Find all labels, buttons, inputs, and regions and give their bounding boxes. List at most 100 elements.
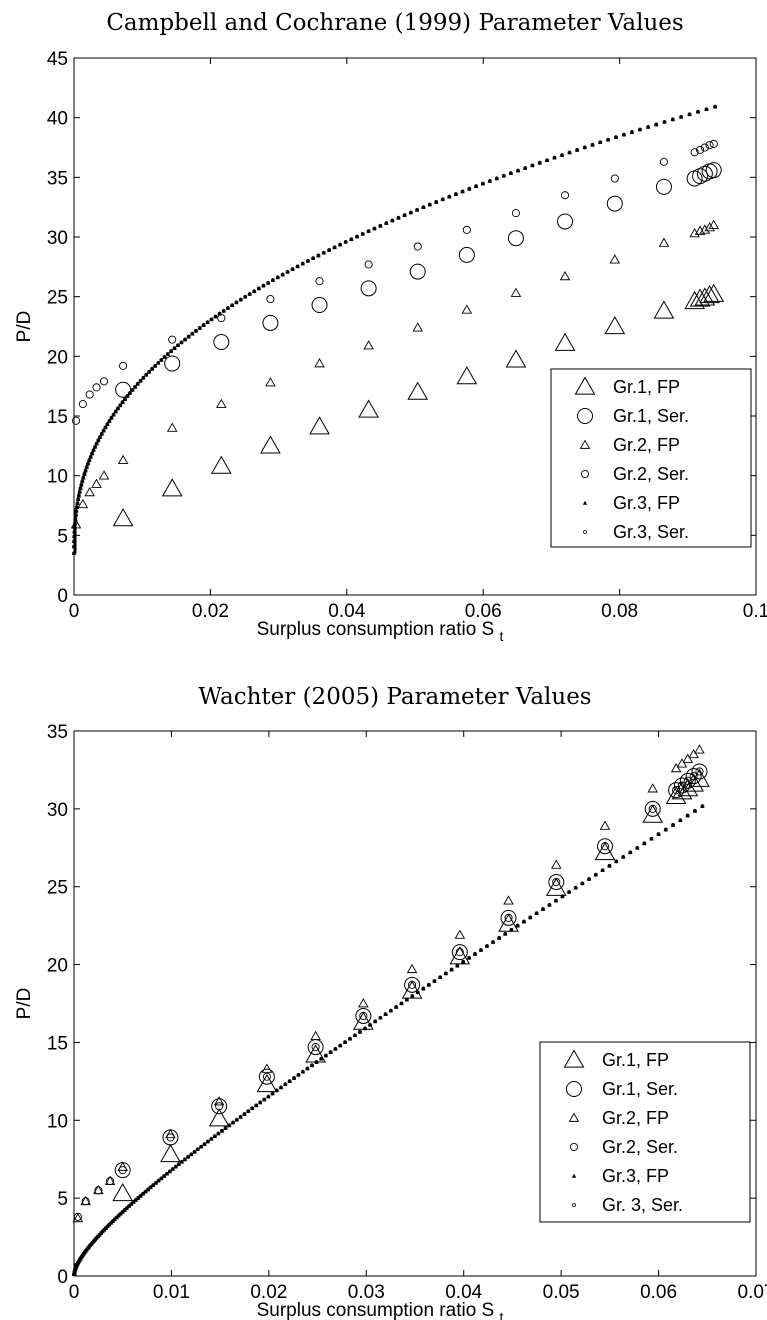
data-point (199, 1144, 203, 1149)
data-point (290, 267, 295, 272)
data-point (78, 400, 87, 409)
y-tick-label: 35 (47, 168, 68, 189)
data-point (94, 1186, 103, 1195)
data-point (406, 963, 418, 974)
data-point (136, 1196, 141, 1200)
data-point (141, 1191, 145, 1196)
data-point (231, 1120, 235, 1125)
data-point (378, 223, 383, 228)
legend-label: Gr.2, FP (613, 435, 680, 455)
data-point (378, 1015, 383, 1020)
y-tick-label: 0 (57, 1267, 68, 1288)
data-point (690, 148, 699, 157)
data-point (364, 260, 373, 269)
data-point (432, 979, 437, 983)
data-point (384, 221, 389, 226)
data-point (622, 132, 626, 137)
data-point (189, 1152, 194, 1157)
data-point (451, 944, 468, 961)
data-point (103, 425, 108, 430)
data-point (130, 388, 135, 392)
data-point (266, 295, 275, 304)
data-point (166, 422, 178, 432)
data-point (547, 902, 552, 907)
data-point (314, 1060, 319, 1064)
data-point (94, 441, 99, 446)
data-point (447, 194, 452, 199)
data-point (295, 264, 300, 269)
data-point (238, 1115, 243, 1119)
data-point (170, 1167, 175, 1171)
data-point (598, 140, 603, 145)
data-point (665, 785, 687, 805)
data-point (696, 165, 713, 182)
legend: Gr.1, FP Gr.1, Ser. Gr.2, FP Gr.2, Ser. Gr.3… (539, 1041, 751, 1223)
data-point (315, 277, 324, 286)
data-point (74, 505, 79, 509)
data-point (300, 261, 305, 266)
data-point (118, 403, 123, 408)
data-point (183, 1157, 187, 1162)
data-point (262, 1097, 267, 1102)
data-point (552, 877, 561, 887)
data-point (368, 1022, 372, 1027)
legend-marker (569, 1142, 579, 1152)
data-point (676, 758, 688, 768)
data-point (123, 397, 127, 402)
data-point (498, 913, 519, 932)
data-point (215, 1102, 224, 1111)
data-point (150, 366, 154, 371)
data-point (112, 508, 134, 527)
data-point (567, 890, 571, 894)
data-point (332, 245, 337, 250)
data-point (338, 242, 343, 247)
y-tick-label: 45 (47, 49, 68, 70)
data-point (628, 850, 633, 855)
data-point (292, 1076, 296, 1080)
data-point (704, 222, 715, 232)
data-point (573, 885, 578, 890)
data-point (82, 472, 87, 476)
data-point (227, 1123, 232, 1128)
legend-marker (566, 1081, 582, 1097)
series-1 (112, 283, 725, 527)
data-point (310, 1063, 314, 1068)
data-point (560, 894, 565, 899)
data-point (580, 881, 585, 886)
data-point (534, 911, 539, 916)
series-6 (72, 804, 705, 1276)
data-point (213, 334, 230, 351)
data-point (99, 431, 104, 436)
data-point (190, 331, 195, 336)
data-point (552, 155, 557, 160)
data-point (545, 877, 567, 896)
data-point (655, 178, 672, 195)
data-point (327, 248, 332, 252)
data-point (372, 226, 377, 231)
data-point (261, 283, 266, 288)
data-point (685, 768, 702, 785)
data-point (355, 1007, 372, 1024)
data-point (333, 1046, 338, 1051)
data-point (260, 435, 281, 454)
legend-marker (582, 500, 588, 505)
data-point (554, 898, 558, 903)
data-point (663, 827, 668, 832)
legend-marker (571, 1173, 577, 1178)
y-tick-label: 15 (47, 1033, 68, 1054)
data-point (275, 275, 280, 280)
data-point (383, 1012, 388, 1017)
data-point (99, 377, 109, 386)
data-point (81, 475, 86, 480)
data-point (83, 468, 88, 473)
data-point (311, 256, 316, 261)
data-layer (70, 104, 725, 556)
x-axis-label-subscript: t (500, 1309, 504, 1320)
y-tick-label: 25 (47, 878, 68, 899)
data-point (505, 349, 527, 368)
data-point (604, 315, 626, 335)
data-point (242, 1112, 247, 1116)
data-point (79, 482, 84, 487)
data-point (658, 237, 670, 247)
data-point (87, 458, 92, 463)
